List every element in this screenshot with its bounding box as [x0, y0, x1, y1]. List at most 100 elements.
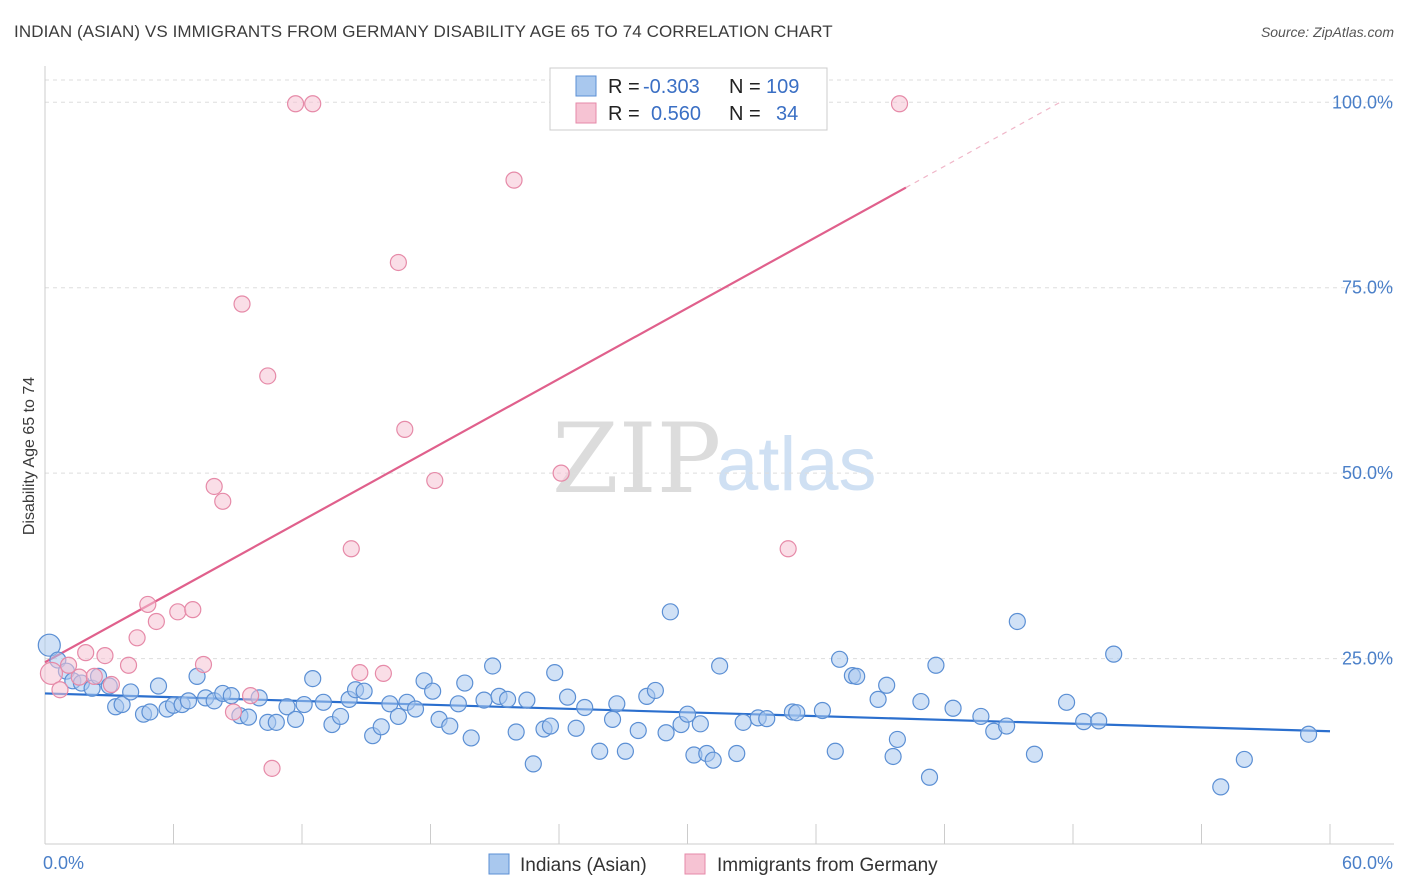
- point-indians-asian: [475, 691, 493, 709]
- y-axis-label: Disability Age 65 to 74: [21, 377, 38, 535]
- point-indians-asian: [372, 718, 390, 736]
- point-indians-asian: [456, 674, 474, 692]
- point-indians-asian: [661, 603, 679, 621]
- legend: R = -0.303 N = 109 R = 0.560 N = 34: [549, 67, 828, 131]
- y-tick-label: 100.0%: [1332, 92, 1393, 112]
- point-indians-asian: [1235, 750, 1253, 769]
- bottom-legend: Indians (Asian) Immigrants from Germany: [488, 853, 938, 876]
- point-indians-asian: [113, 695, 131, 714]
- bottom-legend-swatch-blue: [488, 853, 510, 875]
- y-tick-label: 75.0%: [1342, 278, 1393, 298]
- point-indians-asian: [788, 704, 806, 722]
- point-immigrants-germany: [426, 471, 444, 490]
- point-indians-asian: [314, 693, 333, 711]
- point-immigrants-germany: [119, 656, 138, 674]
- point-indians-asian: [878, 676, 896, 694]
- point-immigrants-germany: [890, 95, 909, 113]
- point-immigrants-germany: [39, 661, 64, 685]
- point-indians-asian: [830, 650, 849, 668]
- point-indians-asian: [657, 724, 675, 742]
- point-indians-asian: [546, 664, 564, 682]
- legend-n-value-1: 109: [766, 76, 799, 98]
- point-indians-asian: [355, 682, 373, 700]
- point-indians-asian: [758, 710, 776, 728]
- point-immigrants-germany: [77, 644, 95, 662]
- point-indians-asian: [499, 690, 517, 708]
- point-immigrants-germany: [70, 668, 88, 686]
- point-immigrants-germany: [263, 759, 281, 777]
- point-indians-asian: [678, 705, 697, 723]
- point-indians-asian: [1212, 778, 1230, 796]
- point-indians-asian: [972, 707, 990, 726]
- point-indians-asian: [462, 729, 480, 747]
- legend-r-label-2: R =: [608, 103, 640, 125]
- point-indians-asian: [1075, 713, 1093, 731]
- point-indians-asian: [141, 703, 159, 721]
- point-indians-asian: [813, 701, 832, 720]
- tick-labels: 25.0% 50.0% 75.0% 100.0% 0.0% 60.0%: [43, 92, 1393, 873]
- point-indians-asian: [944, 699, 962, 717]
- point-immigrants-germany: [147, 612, 165, 631]
- point-immigrants-germany: [85, 667, 103, 685]
- point-indians-asian: [576, 698, 594, 717]
- point-immigrants-germany: [128, 629, 146, 647]
- point-indians-asian: [704, 751, 722, 769]
- point-indians-asian: [239, 708, 258, 726]
- point-immigrants-germany: [374, 664, 392, 682]
- point-indians-asian: [711, 657, 729, 675]
- point-indians-asian: [286, 710, 305, 728]
- point-indians-asian: [389, 707, 407, 726]
- point-indians-asian: [295, 695, 313, 714]
- point-indians-asian: [603, 710, 622, 728]
- point-indians-asian: [728, 744, 746, 763]
- y-tick-label: 25.0%: [1342, 649, 1393, 669]
- point-indians-asian: [381, 695, 399, 713]
- point-immigrants-germany: [242, 687, 260, 705]
- point-immigrants-germany: [194, 655, 213, 674]
- legend-n-label-2: N =: [729, 103, 761, 125]
- legend-r-value-2: 0.560: [651, 103, 701, 125]
- point-indians-asian: [541, 717, 560, 735]
- point-indians-asian: [406, 700, 425, 718]
- data-points: [37, 95, 1318, 796]
- point-immigrants-germany: [139, 595, 157, 614]
- watermark-zip: ZIP: [552, 403, 721, 515]
- point-indians-asian: [567, 719, 585, 737]
- source-note: Source: ZipAtlas.com: [1260, 24, 1394, 40]
- point-indians-asian: [1025, 745, 1044, 763]
- point-indians-asian: [278, 698, 296, 716]
- point-indians-asian: [267, 713, 285, 731]
- point-immigrants-germany: [233, 295, 251, 313]
- point-indians-asian: [518, 691, 536, 709]
- point-indians-asian: [646, 681, 664, 700]
- point-indians-asian: [912, 692, 930, 711]
- point-immigrants-germany: [396, 420, 414, 438]
- point-immigrants-germany: [102, 675, 120, 694]
- point-indians-asian: [449, 695, 467, 713]
- point-indians-asian: [122, 683, 140, 701]
- point-indians-asian: [1090, 712, 1108, 730]
- point-indians-asian: [424, 682, 442, 700]
- point-immigrants-germany: [224, 703, 243, 721]
- y-tick-label: 50.0%: [1342, 463, 1393, 483]
- point-indians-asian: [1008, 612, 1026, 631]
- point-indians-asian: [507, 723, 525, 741]
- trend-line-immigrants-germany: [44, 186, 907, 664]
- legend-n-label-1: N =: [729, 76, 761, 98]
- point-indians-asian: [884, 747, 902, 766]
- point-indians-asian: [888, 730, 906, 749]
- point-indians-asian: [149, 677, 168, 695]
- point-indians-asian: [629, 721, 647, 740]
- point-immigrants-germany: [214, 492, 232, 510]
- point-indians-asian: [927, 656, 945, 674]
- point-indians-asian: [848, 667, 866, 685]
- point-immigrants-germany: [96, 646, 114, 665]
- point-indians-asian: [524, 755, 542, 773]
- axes: [44, 66, 1394, 845]
- point-indians-asian: [179, 692, 198, 710]
- chart-title: INDIAN (ASIAN) VS IMMIGRANTS FROM GERMAN…: [14, 22, 833, 41]
- point-indians-asian: [826, 742, 844, 760]
- point-immigrants-germany: [51, 681, 69, 699]
- bottom-legend-swatch-pink: [684, 853, 706, 875]
